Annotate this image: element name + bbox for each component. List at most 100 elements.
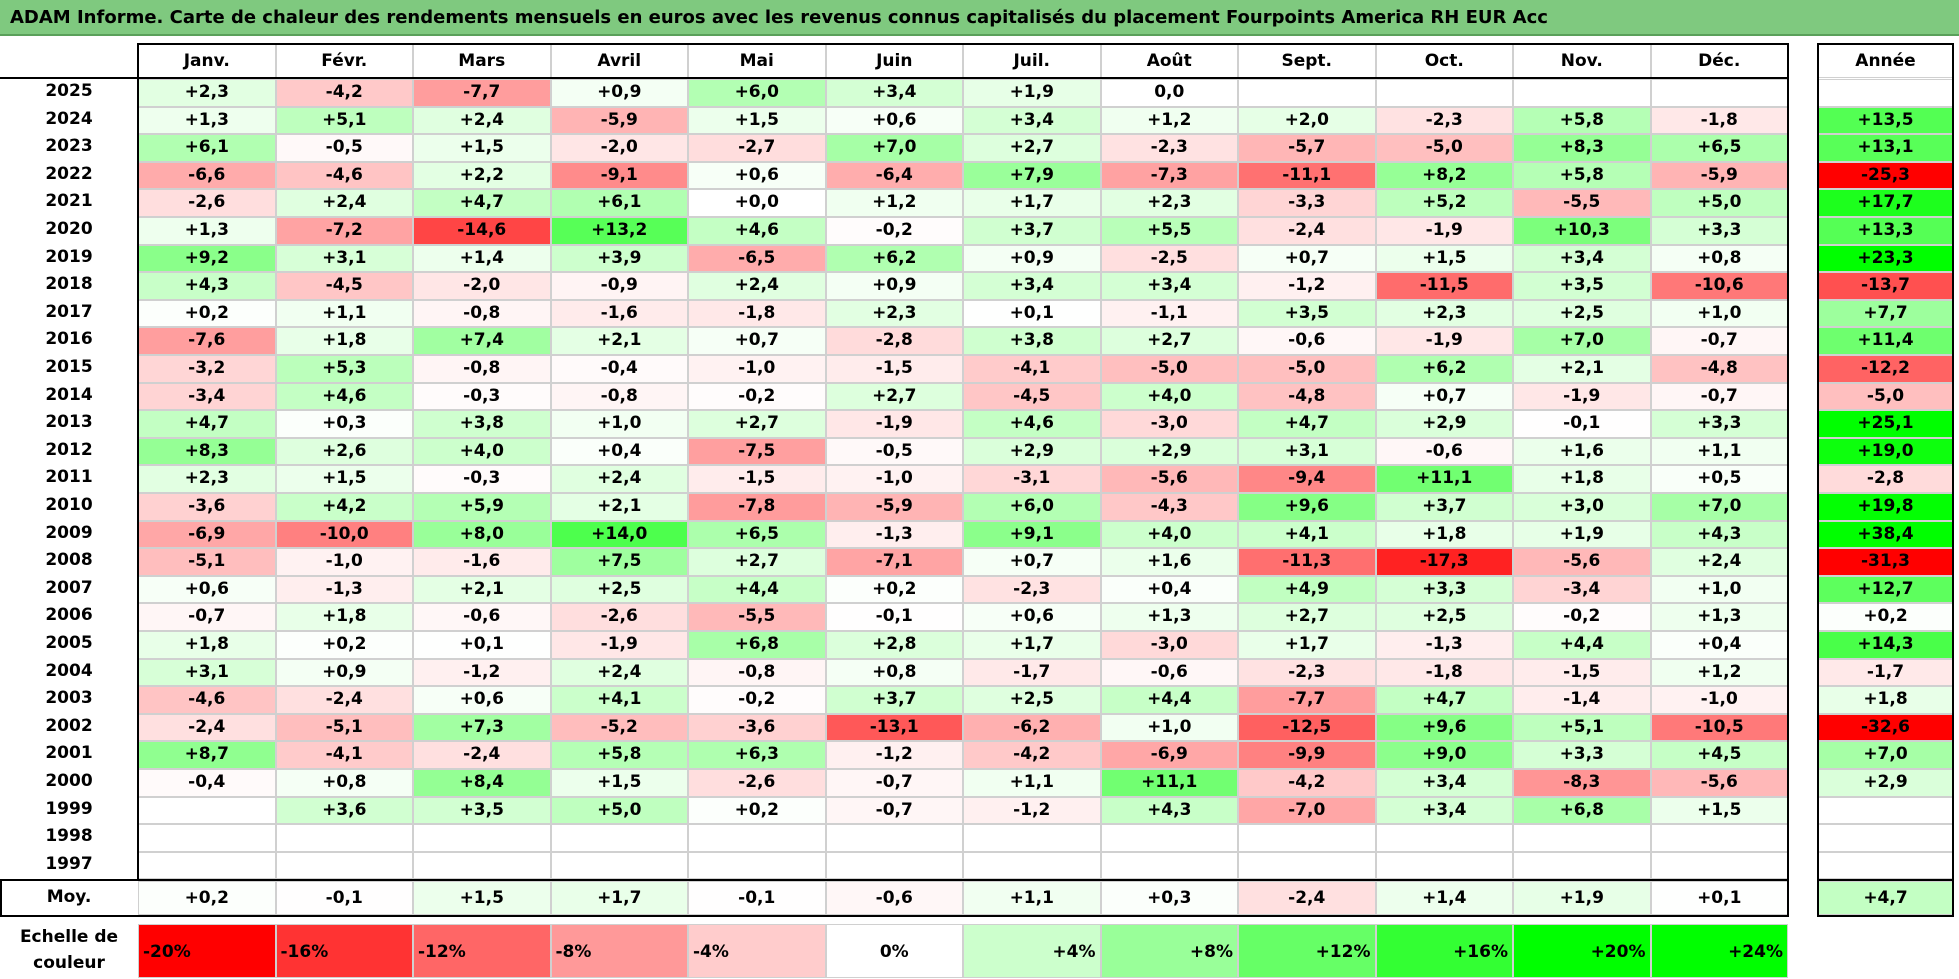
heatmap-cell: +2,8	[825, 631, 963, 659]
row-year-label: 2003	[45, 688, 93, 709]
row-year-label: 2014	[45, 384, 93, 405]
annual-cell: +13,5	[1818, 106, 1953, 135]
heatmap-cell: +1,0	[1100, 713, 1238, 742]
heatmap-cell: -9,9	[1238, 741, 1376, 769]
heatmap-cell: -11,1	[1238, 161, 1376, 190]
header-divider	[0, 77, 1788, 79]
heatmap-cell: -2,3	[1100, 134, 1238, 162]
heatmap-cell: -1,3	[825, 520, 963, 549]
heatmap-cell: -0,2	[1513, 603, 1651, 631]
heatmap-cell: +4,0	[1100, 520, 1238, 549]
heatmap-cell: +6,1	[550, 189, 688, 217]
color-scale-title: Echelle de couleur	[19, 927, 119, 973]
heatmap-cell: -0,2	[688, 382, 826, 411]
heatmap-cell: +0,7	[688, 327, 826, 355]
row-year-label: 1998	[45, 826, 93, 847]
heatmap-cell: -14,6	[413, 217, 551, 245]
heatmap-cell: +8,2	[1375, 161, 1513, 190]
heatmap-cell: -1,0	[275, 548, 413, 576]
heatmap-cell: +0,6	[413, 686, 551, 714]
heatmap-cell: +4,3	[1100, 796, 1238, 825]
heatmap-cell: -10,5	[1650, 713, 1788, 742]
heatmap-cell: -0,1	[1513, 410, 1651, 438]
heatmap-cell: +2,7	[1100, 327, 1238, 355]
heatmap-cell: -5,1	[275, 713, 413, 742]
heatmap-cell: -1,9	[1375, 327, 1513, 355]
column-header: Mars	[413, 44, 551, 78]
heatmap-cell: +2,7	[688, 410, 826, 438]
heatmap-cell: +1,3	[1100, 603, 1238, 631]
heatmap-cell: +0,9	[275, 658, 413, 687]
heatmap-cell: +2,1	[1513, 355, 1651, 383]
heatmap-cell: +9,6	[1238, 493, 1376, 521]
heatmap-cell: -2,3	[963, 575, 1101, 604]
row-year-label: 2011	[45, 467, 93, 488]
heatmap-cell: +3,1	[1238, 437, 1376, 466]
heatmap-cell: +1,5	[275, 465, 413, 493]
row-year-label: 2019	[45, 246, 93, 267]
annual-cell: -13,7	[1818, 272, 1953, 300]
average-cell: +0,3	[1100, 881, 1238, 915]
heatmap-cell: -1,0	[688, 355, 826, 383]
row-year-label: 2024	[45, 108, 93, 129]
heatmap-cell: -7,3	[1100, 161, 1238, 190]
heatmap-cell: -0,7	[1650, 327, 1788, 355]
heatmap-cell: -1,6	[550, 299, 688, 328]
heatmap-cell: +5,2	[1375, 189, 1513, 217]
heatmap-cell: +3,4	[963, 272, 1101, 300]
heatmap-cell	[550, 824, 688, 852]
heatmap-cell: +2,3	[138, 79, 276, 107]
heatmap-cell: +1,3	[138, 217, 276, 245]
average-cell: +1,4	[1375, 881, 1513, 915]
heatmap-cell: +3,4	[1513, 244, 1651, 273]
color-scale-swatch: +20%	[1513, 924, 1651, 978]
heatmap-cell	[1375, 851, 1513, 880]
color-scale-swatch: +16%	[1375, 924, 1513, 978]
heatmap-cell: -5,9	[1650, 161, 1788, 190]
heatmap-cell: +0,5	[1650, 465, 1788, 493]
heatmap-cell: +0,6	[688, 161, 826, 190]
heatmap-cell: +1,0	[550, 410, 688, 438]
heatmap-cell: +5,0	[550, 796, 688, 825]
heatmap-cell: -0,8	[550, 382, 688, 411]
heatmap-cell: +0,1	[963, 299, 1101, 328]
heatmap-cell: -3,4	[138, 382, 276, 411]
heatmap-cell: +5,8	[1513, 161, 1651, 190]
heatmap-cell: +2,3	[825, 299, 963, 328]
heatmap-cell: -7,6	[138, 327, 276, 355]
heatmap-cell: -4,1	[963, 355, 1101, 383]
heatmap-cell: +9,6	[1375, 713, 1513, 742]
heatmap-cell: +0,3	[275, 410, 413, 438]
heatmap-cell: -2,3	[1238, 658, 1376, 687]
heatmap-cell: +1,2	[1100, 106, 1238, 135]
heatmap-cell: +4,7	[1238, 410, 1376, 438]
heatmap-cell: +4,4	[1100, 686, 1238, 714]
heatmap-cell: +0,8	[825, 658, 963, 687]
heatmap-cell: -6,6	[138, 161, 276, 190]
row-year-label: 1997	[45, 853, 93, 874]
heatmap-cell: -0,8	[413, 299, 551, 328]
heatmap-cell: +3,8	[413, 410, 551, 438]
heatmap-cell: -13,1	[825, 713, 963, 742]
heatmap-cell: -6,9	[1100, 741, 1238, 769]
column-header: Févr.	[275, 44, 413, 78]
heatmap-cell: -7,1	[825, 548, 963, 576]
heatmap-cell: +2,7	[1238, 603, 1376, 631]
heatmap-cell: +4,4	[688, 575, 826, 604]
heatmap-cell: -1,3	[275, 575, 413, 604]
heatmap-cell: +1,9	[1513, 520, 1651, 549]
color-scale-swatch: -20%	[138, 924, 276, 978]
heatmap-cell: +2,9	[963, 437, 1101, 466]
heatmap-cell	[413, 824, 551, 852]
heatmap-cell: +2,7	[825, 382, 963, 411]
heatmap-cell: -0,1	[825, 603, 963, 631]
heatmap-cell: +0,2	[825, 575, 963, 604]
heatmap-cell: +8,0	[413, 520, 551, 549]
heatmap-cell: -6,5	[688, 244, 826, 273]
heatmap-cell: +6,1	[138, 134, 276, 162]
annual-cell: +12,7	[1818, 575, 1953, 604]
annual-cell: +19,8	[1818, 493, 1953, 521]
heatmap-cell: +3,7	[1375, 493, 1513, 521]
heatmap-cell: -0,7	[1650, 382, 1788, 411]
heatmap-cell: -1,5	[1513, 658, 1651, 687]
